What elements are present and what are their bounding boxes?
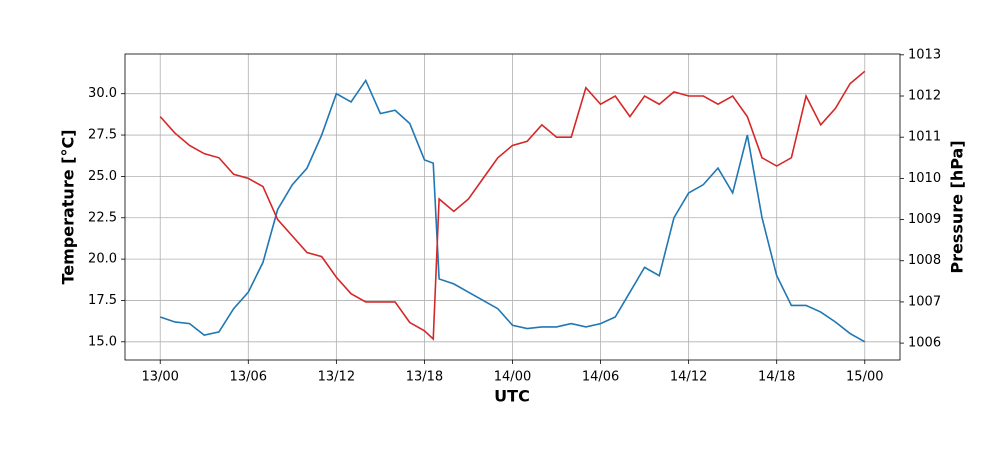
x-tick-label: 13/12 xyxy=(318,370,355,385)
plot-frame xyxy=(124,53,901,361)
y2-tick-label: 1013 xyxy=(908,47,941,62)
x-axis-label: UTC xyxy=(494,387,530,406)
x-tick-label: 14/18 xyxy=(758,370,795,385)
x-tick-label: 13/00 xyxy=(141,370,178,385)
y-axis-label: Temperature [°C] xyxy=(59,129,78,284)
y-tick-label: 15.0 xyxy=(88,334,117,349)
x-tick-label: 13/06 xyxy=(230,370,267,385)
y-tick-label: 20.0 xyxy=(88,252,117,267)
x-tick-label: 15/00 xyxy=(846,370,883,385)
y2-tick-label: 1012 xyxy=(908,89,941,104)
y2-tick-label: 1010 xyxy=(908,171,941,186)
y-tick-label: 30.0 xyxy=(88,86,117,101)
x-tick-label: 13/18 xyxy=(406,370,443,385)
y2-tick-label: 1007 xyxy=(908,294,941,309)
y2-axis-label: Pressure [hPa] xyxy=(948,140,967,273)
y2-tick-label: 1011 xyxy=(908,130,941,145)
y2-tick-label: 1006 xyxy=(908,336,941,351)
data-line xyxy=(159,78,866,343)
x-tick-label: 14/12 xyxy=(670,370,707,385)
y2-tick-label: 1008 xyxy=(908,253,941,268)
y2-tick-label: 1009 xyxy=(908,212,941,227)
y-tick-label: 17.5 xyxy=(88,293,117,308)
y-tick-label: 25.0 xyxy=(88,169,117,184)
x-tick-label: 14/00 xyxy=(494,370,531,385)
data-line xyxy=(159,70,866,341)
y-tick-label: 27.5 xyxy=(88,128,117,143)
x-tick-label: 14/06 xyxy=(582,370,619,385)
y-tick-label: 22.5 xyxy=(88,210,117,225)
